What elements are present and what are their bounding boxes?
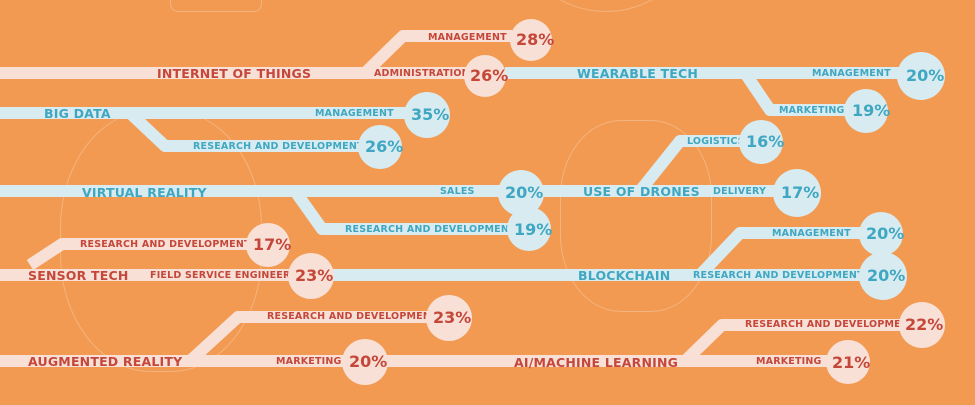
percent-value: 26% xyxy=(470,66,509,85)
connector-line xyxy=(680,319,905,366)
percent-value: 19% xyxy=(514,220,553,239)
role-label: MARKETING xyxy=(779,105,845,116)
percent-circle xyxy=(859,212,903,256)
tech-label-big-data: BIG DATA xyxy=(44,106,111,121)
role-label: MANAGEMENT xyxy=(428,32,507,43)
percent-circle xyxy=(510,19,552,61)
percent-circle xyxy=(464,55,506,97)
role-label: SALES xyxy=(440,186,475,197)
percent-circle xyxy=(844,89,888,133)
connector-line xyxy=(290,187,512,235)
background-decoration xyxy=(170,0,262,12)
role-label: DELIVERY xyxy=(713,186,767,197)
tech-label-blockchain: BLOCKCHAIN xyxy=(578,268,671,283)
role-label: RESEARCH AND DEVELOPMENT xyxy=(80,239,251,250)
percent-value: 35% xyxy=(411,105,450,124)
tech-label-wearable-tech: WEARABLE TECH xyxy=(577,66,698,81)
tech-label-internet-of-things: INTERNET OF THINGS xyxy=(157,66,312,81)
percent-circle xyxy=(246,223,290,267)
tech-label-virtual-reality: VIRTUAL REALITY xyxy=(82,185,207,200)
connector-line xyxy=(185,311,432,366)
percent-value: 19% xyxy=(852,101,891,120)
percent-value: 23% xyxy=(295,266,334,285)
percent-value: 28% xyxy=(516,30,555,49)
percent-circle xyxy=(897,52,945,100)
percent-circle xyxy=(358,125,402,169)
role-label: LOGISTICS xyxy=(687,136,745,147)
percent-value: 21% xyxy=(832,353,871,372)
percent-value: 20% xyxy=(906,66,945,85)
percent-value: 26% xyxy=(365,137,404,156)
percent-value: 22% xyxy=(905,315,944,334)
role-label: RESEARCH AND DEVELOPMENT xyxy=(693,270,864,281)
role-label: MANAGEMENT xyxy=(315,108,394,119)
tech-label-ai-machine-learning: AI/MACHINE LEARNING xyxy=(514,355,679,370)
role-label: ADMINISTRATION xyxy=(374,68,470,79)
tech-label-use-of-drones: USE OF DRONES xyxy=(583,184,700,199)
percent-circle xyxy=(288,253,334,299)
connector-line xyxy=(695,227,865,280)
percent-value: 20% xyxy=(867,266,906,285)
percent-circle xyxy=(826,340,870,384)
role-label: MARKETING xyxy=(276,356,342,367)
percent-circle xyxy=(426,295,472,341)
percent-circle xyxy=(342,339,388,385)
percent-circle xyxy=(899,302,945,348)
connector-line xyxy=(740,69,850,116)
percent-circle xyxy=(507,207,551,251)
percent-value: 17% xyxy=(781,183,820,202)
percent-circle xyxy=(404,92,450,138)
percent-circle xyxy=(773,169,821,217)
tech-label-augmented-reality: AUGMENTED REALITY xyxy=(28,354,183,369)
connector-line xyxy=(635,135,745,195)
role-label: RESEARCH AND DEVELOPMENT xyxy=(745,319,916,330)
role-label: RESEARCH AND DEVELOPMENT xyxy=(345,224,516,235)
percent-value: 16% xyxy=(746,132,785,151)
tech-label-sensor-tech: SENSOR TECH xyxy=(28,268,129,283)
background-decoration xyxy=(560,120,712,312)
percent-value: 20% xyxy=(866,224,905,243)
percent-value: 23% xyxy=(433,308,472,327)
percent-value: 20% xyxy=(505,183,544,202)
role-label: MANAGEMENT xyxy=(812,68,891,79)
role-label: RESEARCH AND DEVELOPMENT xyxy=(193,141,364,152)
percent-value: 17% xyxy=(253,235,292,254)
connector-line xyxy=(125,108,362,152)
percent-circle xyxy=(859,252,907,300)
role-label: MANAGEMENT xyxy=(772,228,851,239)
role-label: MARKETING xyxy=(756,356,822,367)
role-label: RESEARCH AND DEVELOPMENT xyxy=(267,311,438,322)
percent-value: 20% xyxy=(349,352,388,371)
role-label: FIELD SERVICE ENGINEERS xyxy=(150,270,298,281)
connector-line xyxy=(26,238,252,271)
percent-circle xyxy=(739,120,783,164)
